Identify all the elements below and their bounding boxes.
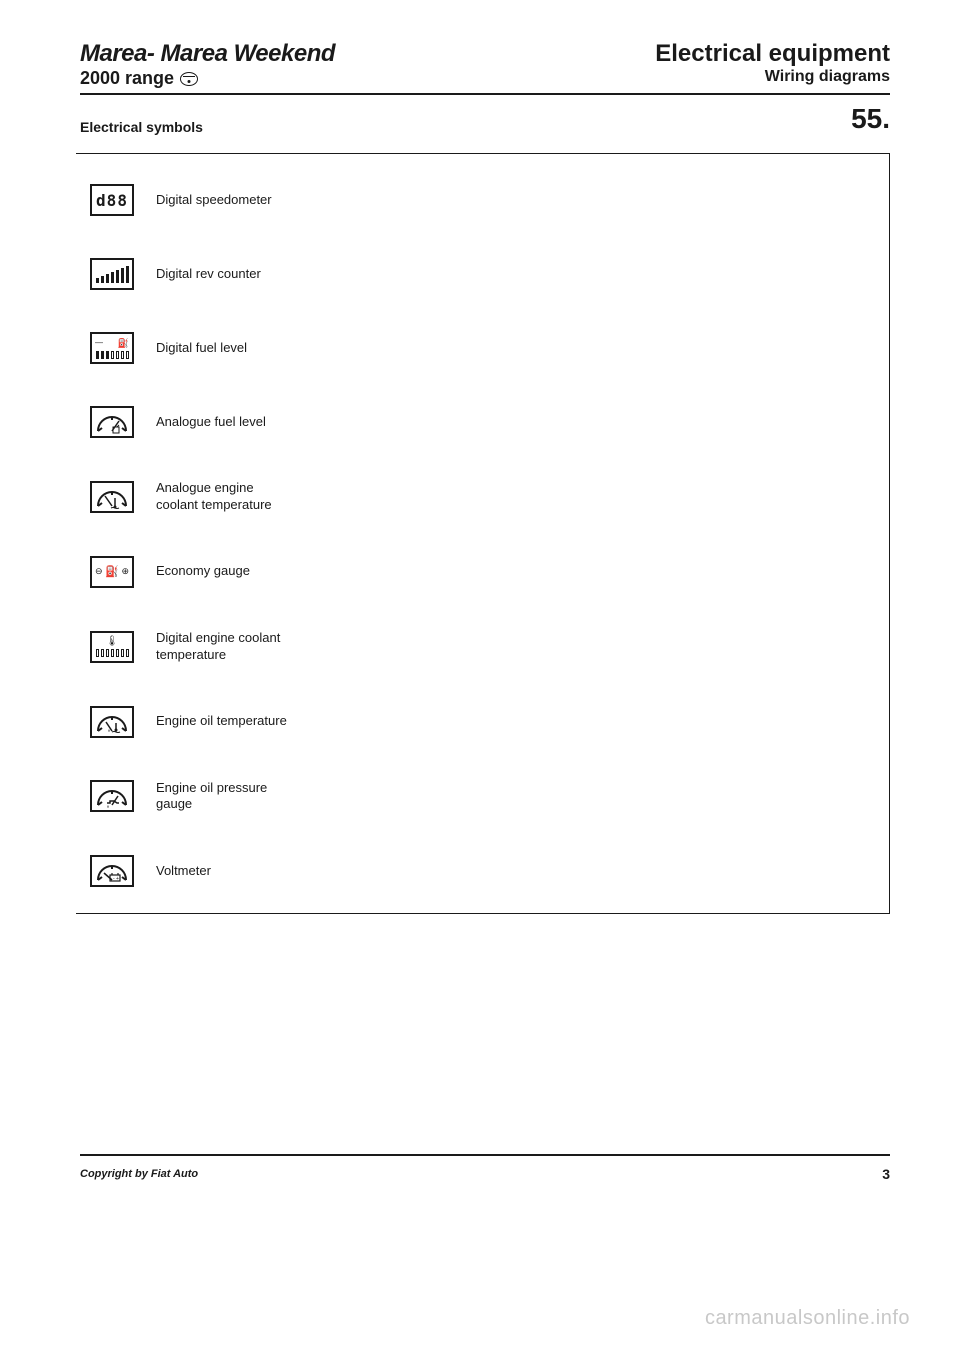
rev-bars-icon — [94, 265, 131, 283]
header-right: Electrical equipment Wiring diagrams — [655, 40, 890, 86]
header-divider — [80, 93, 890, 95]
analogue-coolant-temp-icon — [90, 481, 134, 513]
symbol-label: Digital engine coolant temperature — [156, 630, 280, 664]
symbol-label: Digital rev counter — [156, 266, 261, 283]
dcoolant-line1: Digital engine coolant — [156, 630, 280, 645]
symbol-row-oil-pressure: Engine oil pressure gauge — [90, 780, 869, 814]
svg-text:- +: - + — [113, 876, 119, 882]
symbol-row-analogue-coolant: Analogue engine coolant temperature — [90, 480, 869, 514]
subtitle-right: Wiring diagrams — [655, 68, 890, 86]
symbol-label: Analogue fuel level — [156, 414, 266, 431]
digital-coolant-temp-icon: 🌡 — [90, 631, 134, 663]
symbol-row-oil-temp: Engine oil temperature — [90, 706, 869, 738]
copyright-text: Copyright by Fiat Auto — [80, 1168, 198, 1180]
symbol-row-analogue-fuel: Analogue fuel level — [90, 406, 869, 438]
engine-oil-pressure-icon — [90, 780, 134, 812]
watermark-text: carmanualsonline.info — [705, 1307, 910, 1330]
symbol-row-voltmeter: - + Voltmeter — [90, 855, 869, 887]
symbol-row-economy: ⊖ ⛽ ⊕ Economy gauge — [90, 556, 869, 588]
symbol-label: Economy gauge — [156, 563, 250, 580]
title-right: Electrical equipment — [655, 40, 890, 68]
analogue-fuel-level-icon — [90, 406, 134, 438]
fuel-pump-icon: ⛽ — [105, 565, 119, 578]
page-footer: Copyright by Fiat Auto 3 — [80, 1156, 890, 1182]
page-header: Marea- Marea Weekend 2000 range Electric… — [80, 40, 890, 89]
title-left: Marea- Marea Weekend — [80, 40, 335, 68]
fuel-pump-icon: ⛽ — [118, 338, 129, 349]
engine-oil-temp-icon — [90, 706, 134, 738]
symbol-label: Voltmeter — [156, 863, 211, 880]
digital-speedometer-icon: d88 — [90, 184, 134, 216]
symbol-label: Digital fuel level — [156, 340, 247, 357]
steering-wheel-icon — [180, 72, 198, 86]
symbol-row-revcounter: Digital rev counter — [90, 258, 869, 290]
oilpress-line2: gauge — [156, 796, 192, 811]
symbol-row-digital-coolant: 🌡 Digital engine coolant temperature — [90, 630, 869, 664]
page-container: Marea- Marea Weekend 2000 range Electric… — [0, 0, 960, 1222]
symbol-label: Engine oil temperature — [156, 713, 287, 730]
symbol-row-speedometer: d88 Digital speedometer — [90, 184, 869, 216]
symbol-row-digital-fuel: —⛽ Digital fuel level — [90, 332, 869, 364]
symbol-label: Engine oil pressure gauge — [156, 780, 267, 814]
section-title: Electrical symbols — [80, 119, 890, 135]
coolant-line1: Analogue engine — [156, 480, 254, 495]
symbol-label: Analogue engine coolant temperature — [156, 480, 272, 514]
symbol-label: Digital speedometer — [156, 192, 272, 209]
thermometer-icon: 🌡 — [106, 637, 119, 647]
header-left: Marea- Marea Weekend 2000 range — [80, 40, 335, 89]
dcoolant-line2: temperature — [156, 647, 226, 662]
oilpress-line1: Engine oil pressure — [156, 780, 267, 795]
speedometer-value: d88 — [96, 191, 128, 210]
digital-fuel-level-icon: —⛽ — [90, 332, 134, 364]
page-number: 3 — [882, 1166, 890, 1182]
economy-gauge-icon: ⊖ ⛽ ⊕ — [90, 556, 134, 588]
digital-rev-counter-icon — [90, 258, 134, 290]
plus-icon: ⊕ — [121, 566, 129, 577]
minus-icon: ⊖ — [95, 566, 103, 577]
subtitle-left-text: 2000 range — [80, 68, 174, 89]
coolant-line2: coolant temperature — [156, 497, 272, 512]
voltmeter-icon: - + — [90, 855, 134, 887]
symbols-container: d88 Digital speedometer Digital rev coun… — [76, 153, 890, 914]
subtitle-left: 2000 range — [80, 68, 335, 89]
